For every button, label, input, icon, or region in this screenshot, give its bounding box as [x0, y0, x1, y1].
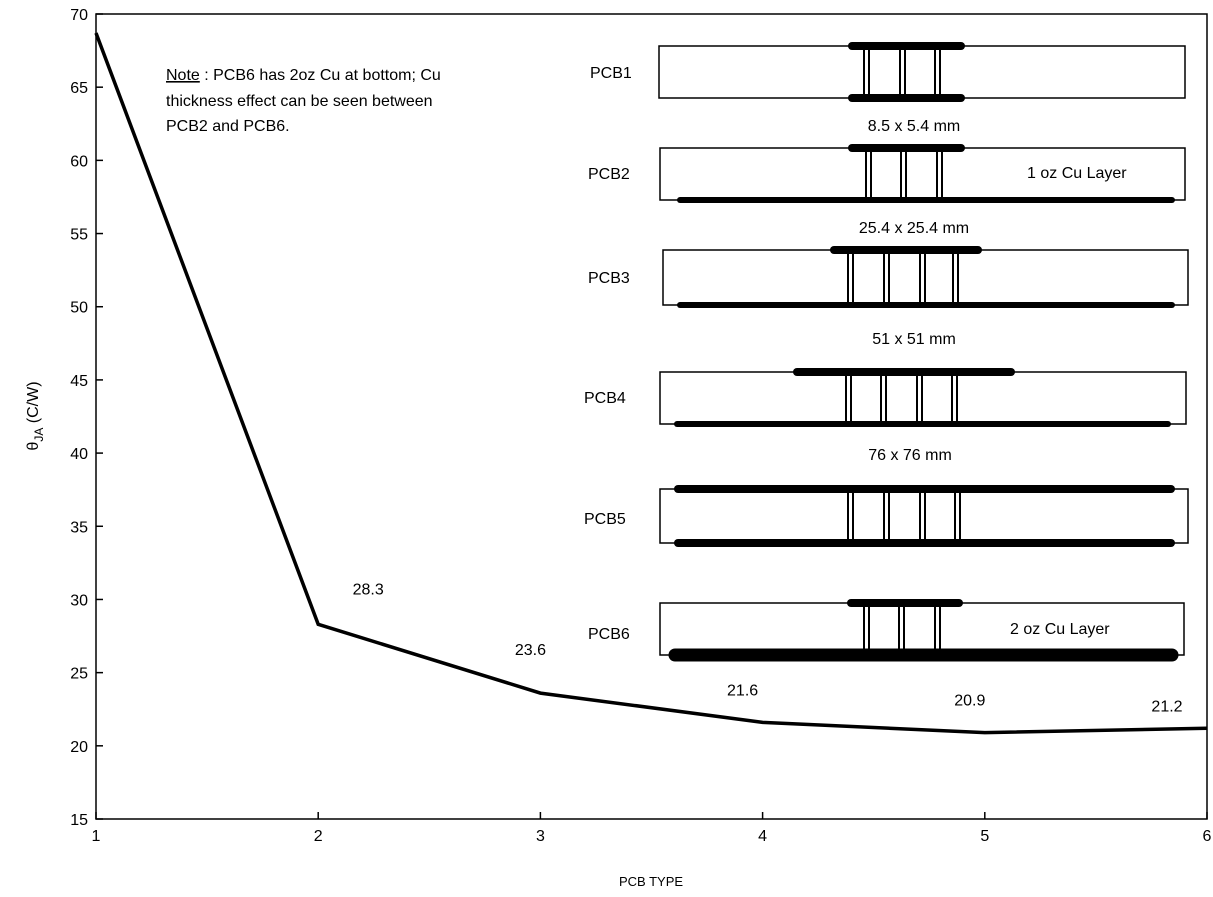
data-label-3: 21.6: [727, 682, 758, 699]
y-axis-label-symbol: θ: [25, 442, 42, 451]
series-group: [94, 32, 1208, 735]
board-size-label-0: 8.5 x 5.4 mm: [868, 118, 960, 135]
y-tick-label-8: 55: [70, 227, 88, 244]
y-tick-label-6: 45: [70, 373, 88, 390]
pcb-stack-inset: PCB1 PCB2 1 oz Cu Layer PCB3 PCB4 PCB5 PCB6 2 o…: [584, 42, 1189, 662]
pcb-board-4: PCB4: [584, 368, 1187, 427]
pcb-board-3: PCB3: [588, 246, 1189, 308]
data-label-2: 23.6: [515, 642, 546, 659]
y-tick-label-1: 20: [70, 739, 88, 756]
y-tick-label-3: 30: [70, 592, 88, 609]
x-tick-label-3: 4: [758, 828, 767, 845]
pcb-name-label: PCB3: [588, 270, 630, 287]
y-axis-label-subscript: JA: [32, 428, 46, 442]
y-axis: 15 20 25 30 35 40 45 50 55 60 65 70: [70, 7, 103, 829]
data-label-1: 28.3: [353, 581, 384, 598]
y-tick-label-0: 15: [70, 812, 88, 829]
note-line-3: PCB2 and PCB6.: [166, 118, 290, 135]
board-size-label-1: 25.4 x 25.4 mm: [859, 220, 969, 237]
copper-layer-label: 2 oz Cu Layer: [1010, 621, 1110, 638]
pcb-name-label: PCB5: [584, 511, 626, 528]
y-tick-label-11: 70: [70, 7, 88, 24]
note-label: Note: [166, 67, 200, 84]
board-size-label-3: 76 x 76 mm: [868, 447, 952, 464]
pcb-name-label: PCB2: [588, 166, 630, 183]
x-tick-label-1: 2: [314, 828, 323, 845]
x-axis-label: PCB TYPE: [619, 874, 683, 889]
y-axis-label-unit: (C/W): [25, 381, 42, 427]
note-line-2: thickness effect can be seen between: [166, 93, 433, 110]
pcb-substrate: [659, 602, 1185, 656]
y-tick-label-2: 25: [70, 666, 88, 683]
note-annotation: Note : PCB6 has 2oz Cu at bottom; Cu thi…: [166, 67, 441, 135]
note-line-1: : PCB6 has 2oz Cu at bottom; Cu: [200, 67, 441, 84]
data-label-5: 21.2: [1151, 698, 1182, 715]
y-tick-label-10: 65: [70, 80, 88, 97]
pcb-substrate: [658, 45, 1186, 99]
pcb-board-6: PCB6 2 oz Cu Layer: [588, 599, 1185, 662]
x-tick-label-5: 6: [1203, 828, 1212, 845]
series-line-0: [94, 32, 1208, 735]
data-labels: 28.3 23.6 21.6 20.9 21.2: [353, 581, 1183, 715]
x-tick-label-2: 3: [536, 828, 545, 845]
pcb-name-label: PCB4: [584, 390, 626, 407]
plot-frame: [95, 13, 1208, 820]
y-tick-label-4: 35: [70, 519, 88, 536]
y-axis-label: θJA (C/W): [25, 381, 46, 450]
copper-layer-label: 1 oz Cu Layer: [1027, 165, 1127, 182]
pcb-name-label: PCB6: [588, 626, 630, 643]
y-tick-label-5: 40: [70, 446, 88, 463]
data-label-4: 20.9: [954, 693, 985, 710]
pcb-board-5: PCB5: [584, 485, 1189, 547]
y-tick-label-9: 60: [70, 153, 88, 170]
svg-text:Note : PCB6 has 2oz Cu at bott: Note : PCB6 has 2oz Cu at bottom; Cu: [166, 67, 441, 84]
x-axis: 1 2 3 4 5 6: [92, 812, 1212, 845]
x-tick-label-0: 1: [92, 828, 101, 845]
x-tick-label-4: 5: [980, 828, 989, 845]
pcb-board-1: PCB1: [590, 42, 1186, 102]
pcb-name-label: PCB1: [590, 65, 632, 82]
board-size-label-2: 51 x 51 mm: [872, 331, 956, 348]
pcb-board-2: PCB2 1 oz Cu Layer: [588, 144, 1186, 203]
y-tick-label-7: 50: [70, 300, 88, 317]
